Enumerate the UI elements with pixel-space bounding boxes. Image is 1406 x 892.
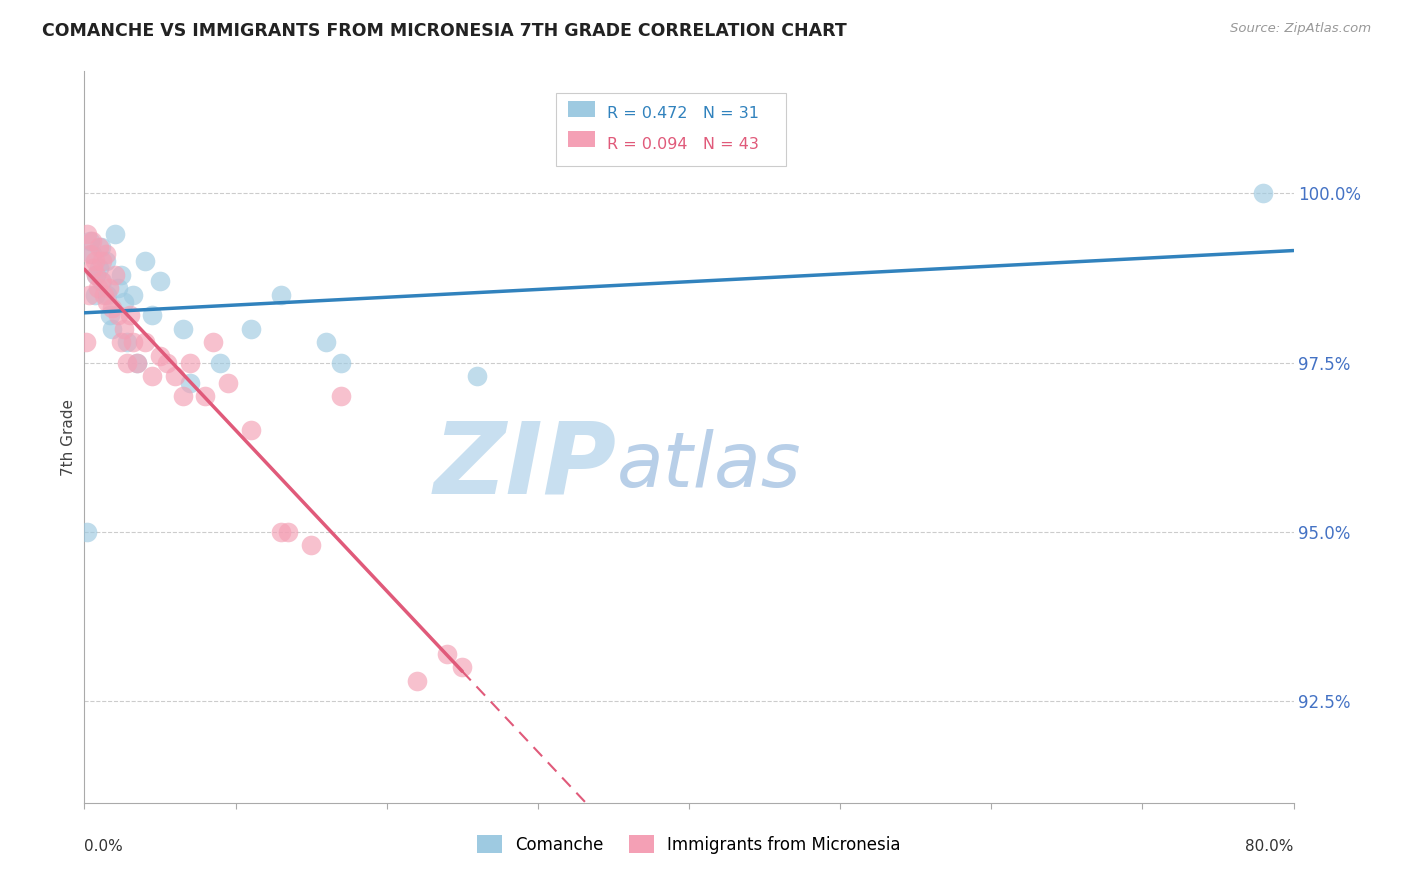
Text: R = 0.094   N = 43: R = 0.094 N = 43 [607, 137, 759, 153]
Text: atlas: atlas [616, 429, 801, 503]
Point [86, 268, 108, 282]
Point [127, 355, 149, 369]
Point [76, 227, 98, 241]
Text: COMANCHE VS IMMIGRANTS FROM MICRONESIA 7TH GRADE CORRELATION CHART: COMANCHE VS IMMIGRANTS FROM MICRONESIA 7… [42, 22, 846, 40]
Point [104, 268, 127, 282]
Point [115, 335, 138, 350]
Point [277, 524, 299, 539]
Point [110, 268, 132, 282]
Point [94, 254, 117, 268]
Point [100, 322, 122, 336]
Point [93, 288, 115, 302]
Point [90, 240, 112, 254]
Point [112, 294, 135, 309]
Point [80, 234, 103, 248]
Point [141, 369, 163, 384]
Point [110, 335, 132, 350]
Point [194, 389, 217, 403]
Point [156, 355, 179, 369]
Point [97, 281, 120, 295]
Point [239, 322, 262, 336]
Point [127, 355, 149, 369]
Point [315, 335, 337, 350]
Point [91, 254, 114, 268]
Point [406, 673, 429, 688]
Point [107, 281, 129, 295]
Point [201, 335, 224, 350]
Point [239, 423, 262, 437]
Point [90, 274, 112, 288]
Point [134, 254, 156, 268]
Point [98, 308, 121, 322]
Point [217, 376, 239, 390]
Point [94, 247, 117, 261]
Text: 0.0%: 0.0% [84, 839, 124, 855]
Point [75, 335, 97, 350]
Point [89, 240, 111, 254]
Point [96, 288, 118, 302]
Y-axis label: 7th Grade: 7th Grade [60, 399, 76, 475]
Point [89, 260, 111, 275]
Point [451, 660, 474, 674]
Point [91, 274, 114, 288]
Point [209, 355, 232, 369]
Point [134, 335, 156, 350]
Point [84, 288, 107, 302]
Point [82, 260, 104, 275]
Point [79, 247, 101, 261]
Point [79, 234, 101, 248]
Point [299, 538, 322, 552]
Point [141, 308, 163, 322]
Point [270, 524, 292, 539]
Bar [568, 101, 595, 117]
Point [467, 369, 489, 384]
Point [76, 524, 98, 539]
Text: Source: ZipAtlas.com: Source: ZipAtlas.com [1230, 22, 1371, 36]
Point [270, 288, 292, 302]
Point [179, 376, 201, 390]
Point [96, 294, 118, 309]
Point [115, 355, 138, 369]
Point [149, 349, 172, 363]
Point [100, 301, 122, 316]
Point [149, 274, 172, 288]
Point [112, 322, 135, 336]
Point [121, 335, 143, 350]
Point [172, 322, 194, 336]
Point [330, 355, 353, 369]
Legend: Comanche, Immigrants from Micronesia: Comanche, Immigrants from Micronesia [471, 829, 907, 860]
Bar [568, 131, 595, 147]
Point [80, 247, 103, 261]
Point [1253, 186, 1275, 201]
Point [84, 254, 107, 268]
Point [77, 288, 100, 302]
Point [87, 281, 110, 295]
Point [172, 389, 194, 403]
Point [121, 288, 143, 302]
Point [179, 355, 201, 369]
Point [104, 227, 127, 241]
Text: 80.0%: 80.0% [1246, 839, 1294, 855]
Text: R = 0.472   N = 31: R = 0.472 N = 31 [607, 106, 759, 121]
Bar [555, 94, 786, 167]
Point [330, 389, 353, 403]
Point [165, 369, 187, 384]
Point [118, 308, 141, 322]
Point [107, 308, 129, 322]
Point [86, 268, 108, 282]
Point [436, 647, 458, 661]
Text: ZIP: ZIP [433, 417, 616, 515]
